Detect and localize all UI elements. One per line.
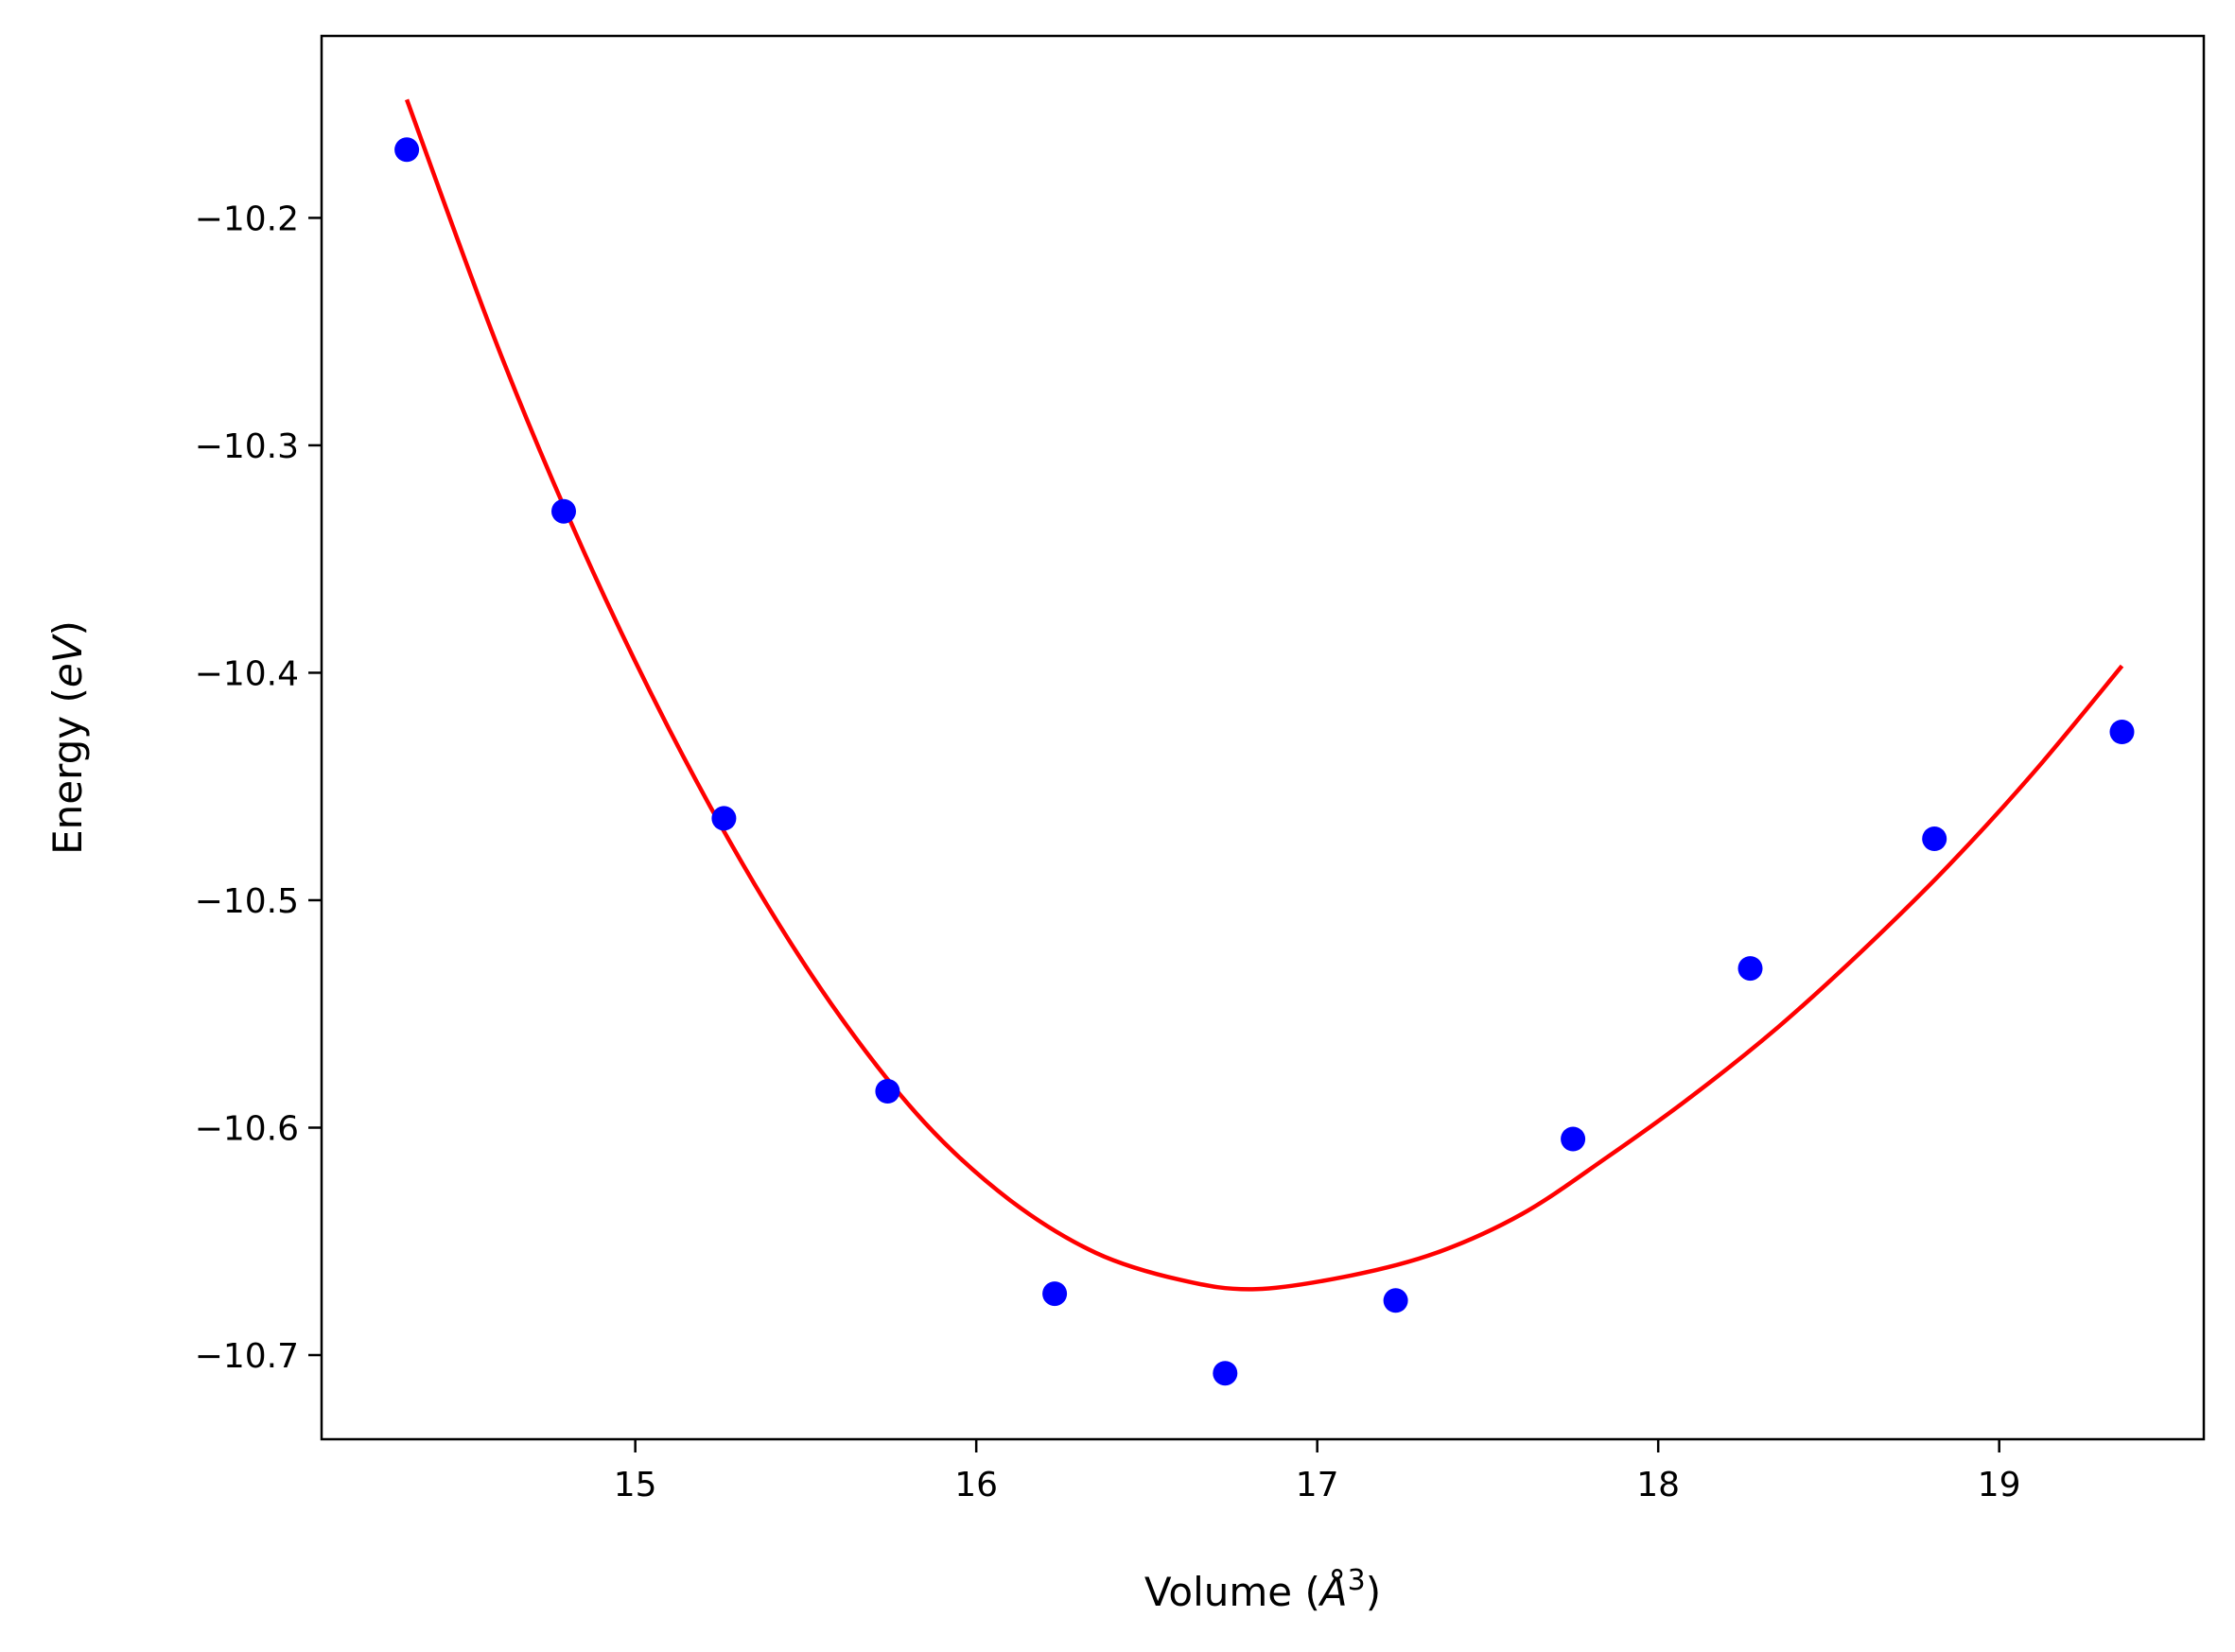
x-tick-label: 16 xyxy=(954,1466,998,1504)
plot-background xyxy=(322,36,2204,1439)
x-axis-ticks: 15 16 17 18 19 xyxy=(614,1439,2021,1504)
data-point xyxy=(1561,1126,1586,1152)
y-axis-ticks: −10.2 −10.3 −10.4 −10.5 −10.6 −10.7 xyxy=(195,200,322,1376)
data-point xyxy=(1213,1361,1238,1386)
y-tick-label: −10.4 xyxy=(195,654,299,693)
fit-curve xyxy=(404,98,2124,1292)
y-axis-label: Energy (eV) xyxy=(44,620,91,855)
data-point xyxy=(875,1079,900,1104)
x-axis-label: Volume (Å3) xyxy=(1144,1564,1381,1616)
x-tick-label: 15 xyxy=(614,1466,657,1504)
y-tick-label: −10.5 xyxy=(195,882,299,921)
x-tick-label: 17 xyxy=(1296,1466,1339,1504)
data-point xyxy=(2109,720,2135,744)
data-point xyxy=(1383,1288,1408,1313)
x-tick-label: 18 xyxy=(1636,1466,1680,1504)
data-points-layer xyxy=(394,137,2135,1386)
fit-curve-layer xyxy=(404,98,2124,1292)
data-point xyxy=(1737,956,1763,982)
data-point xyxy=(1922,826,1947,851)
y-tick-label: −10.2 xyxy=(195,200,299,238)
y-tick-label: −10.7 xyxy=(195,1337,299,1376)
data-point xyxy=(394,137,420,163)
data-point xyxy=(711,806,737,831)
data-point xyxy=(1042,1281,1068,1307)
x-tick-label: 19 xyxy=(1978,1466,2021,1504)
y-tick-label: −10.6 xyxy=(195,1109,299,1148)
plot-frame xyxy=(320,34,2206,1441)
data-point xyxy=(551,498,576,524)
y-tick-label: −10.3 xyxy=(195,427,299,466)
